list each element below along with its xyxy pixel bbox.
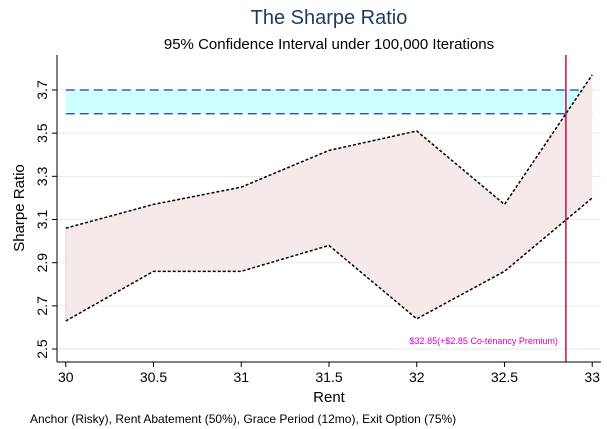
y-tick-label: 2.5: [34, 339, 50, 359]
x-tick-label: 30.5: [140, 369, 167, 385]
reference-band: [65, 89, 593, 114]
y-tick-label: 3.1: [34, 210, 50, 230]
y-tick-label: 2.7: [34, 296, 50, 316]
x-tick-label: 30: [58, 369, 74, 385]
y-axis-label: Sharpe Ratio: [11, 164, 28, 252]
chart-subtitle: 95% Confidence Interval under 100,000 It…: [164, 36, 494, 53]
x-tick-label: 32: [409, 369, 425, 385]
footnote: Anchor (Risky), Rent Abatement (50%), Gr…: [30, 412, 456, 426]
ci-line: [65, 197, 593, 322]
y-tick-label: 2.9: [34, 253, 50, 273]
y-tick-label: 3.3: [34, 166, 50, 186]
x-tick-label: 31: [233, 369, 249, 385]
x-axis-label: Rent: [313, 389, 346, 406]
y-tick-label: 3.5: [34, 123, 50, 143]
ci-line: [65, 74, 593, 229]
x-tick-label: 33: [584, 369, 600, 385]
x-tick-label: 32.5: [491, 369, 518, 385]
annotation: $32.85(+$2.85 Co-tenancy Premium): [410, 336, 558, 346]
ci-area: [65, 74, 593, 321]
y-tick-label: 3.7: [34, 80, 50, 100]
chart-title: The Sharpe Ratio: [251, 7, 408, 29]
x-tick-label: 31.5: [315, 369, 342, 385]
